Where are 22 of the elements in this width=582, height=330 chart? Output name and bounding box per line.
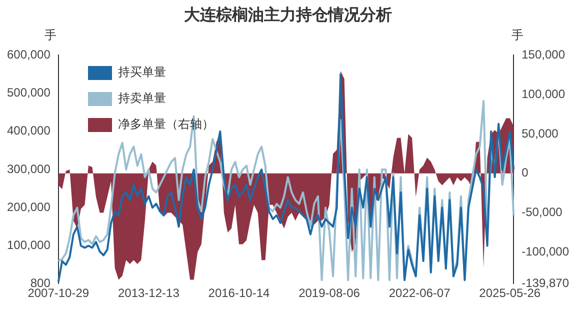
y-tick-label: 400,000 (6, 124, 51, 138)
y2-tick-label: 50,000 (522, 126, 559, 140)
legend-label: 持卖单量 (118, 90, 166, 107)
x-tick-label: 2022-06-07 (388, 286, 451, 300)
y-tick-label: 100,000 (6, 238, 51, 252)
y-tick-label: 600,000 (6, 48, 51, 62)
legend-label: 持买单量 (118, 64, 166, 81)
y2-tick-label: 0 (522, 166, 529, 180)
y-tick-label: 200,000 (6, 200, 51, 214)
x-tick-label: 2013-12-13 (118, 286, 180, 300)
y-tick-label: 300,000 (6, 162, 51, 176)
chart-title: 大连棕榈油主力持仓情况分析 (184, 5, 392, 24)
x-tick-label: 2019-08-06 (298, 286, 360, 300)
y-axis-title: 手 (44, 28, 56, 42)
y2-axis-title: 手 (512, 28, 524, 42)
y2-tick-label: -50,000 (522, 205, 563, 220)
x-tick-label: 2016-10-14 (208, 286, 270, 300)
y2-tick-label: 100,000 (522, 86, 566, 101)
legend-label: 净多单量（右轴） (118, 116, 214, 133)
y2-tick-label: 150,000 (522, 48, 566, 62)
y-tick-label: 500,000 (6, 86, 51, 100)
y2-tick-label: -100,000 (522, 244, 570, 258)
